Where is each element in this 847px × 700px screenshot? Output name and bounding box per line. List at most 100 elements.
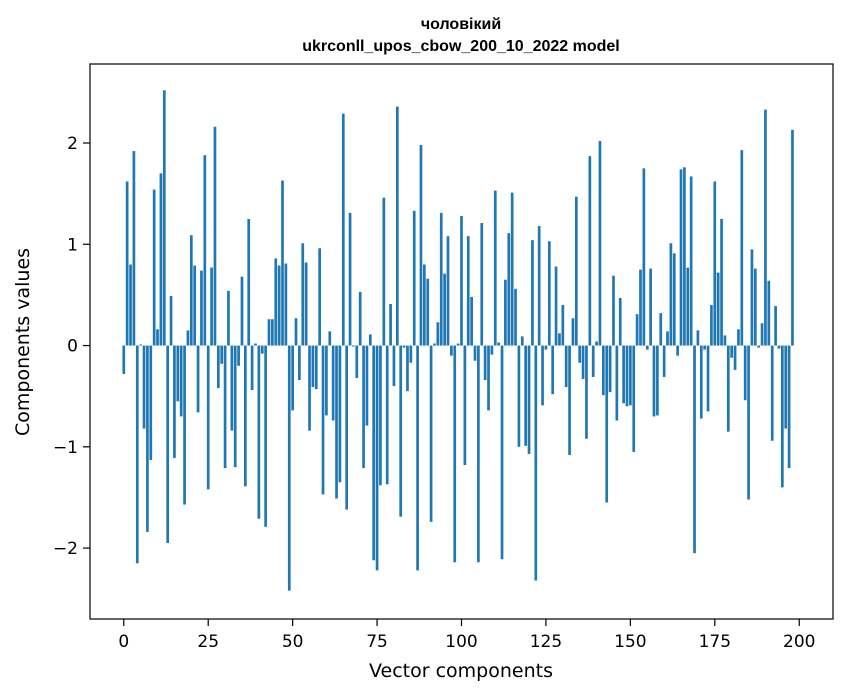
- bar: [652, 345, 656, 417]
- bar: [733, 345, 737, 370]
- bar: [568, 345, 571, 455]
- bar: [135, 345, 139, 564]
- bar: [250, 345, 254, 391]
- bar: [767, 280, 771, 346]
- bar: [352, 345, 355, 347]
- bar: [152, 189, 156, 346]
- bar: [689, 176, 693, 346]
- bar: [683, 167, 686, 346]
- bar: [618, 297, 622, 346]
- bar: [612, 275, 615, 346]
- bar: [416, 345, 419, 571]
- bar: [770, 345, 774, 441]
- bar: [463, 345, 467, 466]
- bar: [260, 345, 264, 354]
- bar: [264, 345, 267, 527]
- bar: [473, 345, 477, 361]
- bar: [730, 345, 734, 358]
- bar: [520, 336, 524, 346]
- bar: [713, 181, 717, 346]
- bar: [281, 180, 284, 346]
- bar: [355, 345, 359, 378]
- bar: [308, 345, 311, 431]
- bar: [706, 345, 710, 412]
- bar: [716, 272, 720, 346]
- bar: [426, 278, 430, 346]
- bar: [213, 126, 217, 346]
- bar: [395, 106, 399, 346]
- bar: [598, 140, 602, 346]
- bar: [791, 129, 794, 346]
- y-tick-label: −2: [53, 539, 78, 559]
- bar: [588, 156, 592, 346]
- bar: [146, 345, 149, 532]
- bar: [669, 243, 673, 346]
- bar: [696, 330, 700, 346]
- bar: [274, 258, 278, 346]
- bar: [595, 341, 598, 346]
- bar: [703, 345, 707, 350]
- bar: [372, 345, 376, 561]
- bar: [757, 345, 761, 348]
- bar: [649, 268, 652, 346]
- bar: [622, 345, 625, 404]
- bar: [679, 169, 683, 346]
- bar: [780, 345, 784, 488]
- bar: [142, 345, 146, 429]
- bar: [493, 190, 497, 346]
- bar: [412, 210, 416, 346]
- bar: [750, 249, 754, 346]
- bar: [581, 345, 585, 379]
- x-axis-label: Vector components: [369, 660, 553, 682]
- bar: [166, 345, 170, 544]
- bar: [446, 236, 450, 346]
- bar: [477, 345, 480, 563]
- x-tick-label: 200: [783, 632, 815, 652]
- bar: [335, 345, 338, 499]
- bar: [645, 345, 649, 350]
- bar: [206, 345, 210, 490]
- bar: [676, 345, 679, 356]
- x-tick-label: 50: [282, 632, 304, 652]
- bar: [483, 345, 487, 380]
- bar: [284, 263, 288, 346]
- bar: [230, 345, 234, 431]
- bar: [318, 248, 321, 346]
- bar: [331, 345, 335, 421]
- bar: [470, 296, 473, 346]
- bar: [480, 223, 484, 346]
- x-tick-label: 150: [614, 632, 646, 652]
- bar: [267, 319, 271, 346]
- bar: [642, 168, 646, 346]
- bar: [558, 333, 561, 346]
- bar: [210, 267, 213, 346]
- bar: [551, 345, 555, 395]
- bar: [632, 345, 636, 452]
- bar: [365, 345, 369, 426]
- bar: [176, 345, 180, 402]
- bar: [737, 329, 740, 346]
- bar: [659, 313, 663, 346]
- bar: [298, 345, 301, 380]
- bar: [726, 345, 730, 432]
- bar: [460, 215, 463, 346]
- bar: [723, 335, 727, 346]
- x-tick-label: 175: [699, 632, 731, 652]
- bar: [314, 345, 318, 390]
- bar: [341, 113, 345, 346]
- y-axis-ticks: −2 −1 0 1 2: [53, 134, 90, 559]
- bar: [578, 345, 582, 363]
- bar: [173, 345, 176, 458]
- bar: [527, 345, 531, 454]
- bar: [240, 276, 244, 346]
- bar: [753, 268, 757, 346]
- bar: [362, 345, 365, 469]
- bar: [531, 240, 534, 346]
- bar: [254, 343, 257, 346]
- bar: [358, 291, 362, 346]
- bar: [277, 265, 281, 346]
- bar: [443, 273, 446, 346]
- bar: [385, 345, 389, 485]
- chart-title-line1: чоловікий: [421, 16, 501, 33]
